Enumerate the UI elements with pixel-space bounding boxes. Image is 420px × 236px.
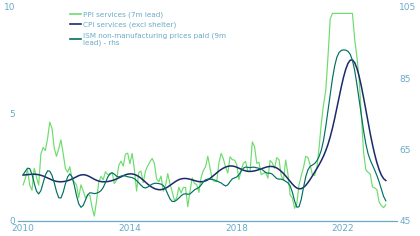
Legend: PPI services (7m lead), CPI services (excl shelter), ISM non-manufacturing price: PPI services (7m lead), CPI services (ex… <box>67 8 229 49</box>
